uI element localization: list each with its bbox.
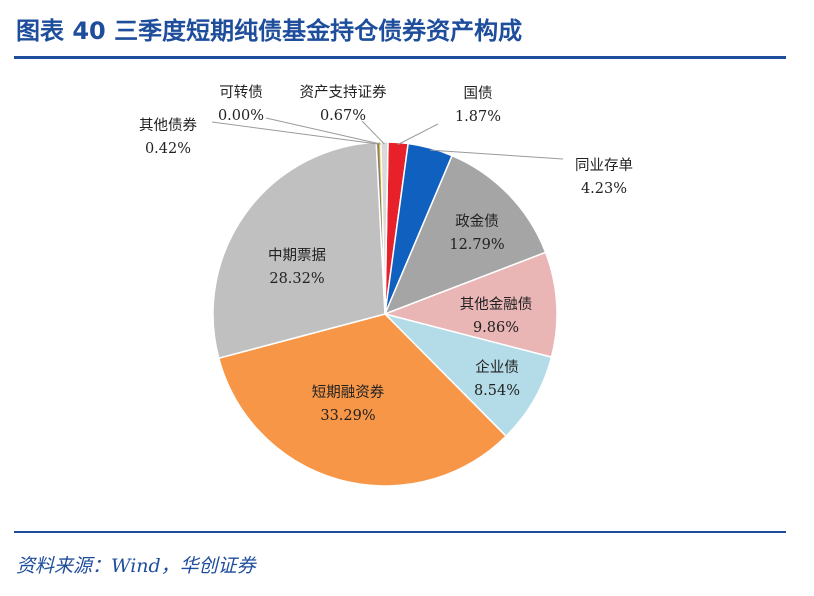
slice-10-name-label: 资产支持证券 [300,84,387,101]
slice-1-leader [397,123,439,145]
slice-7-value-label: 28.32% [269,271,324,287]
slice-9-value-label: 0.00% [218,108,264,124]
slice-7-wedge [212,141,386,360]
slice-5-wedge [382,312,553,438]
slice-2-name-label: 同业存单 [575,157,633,174]
slice-labels: 国债 1.87% 同业存单 4.23% 政金债 12.79% 其他金融债 9.86% 企业债 8.… [139,84,633,424]
pie-chart: 国债 1.87% 同业存单 4.23% 政金债 12.79% 其他金融债 9.86% 企业债 8.… [139,84,633,487]
leader-lines [211,117,564,160]
slice-3-wedge [383,154,547,316]
slice-3-value-label: 12.79% [449,237,504,253]
slice-8-leader [211,121,379,145]
slice-6-wedge [217,313,508,487]
slice-4-name-label: 其他金融债 [460,296,533,313]
slice-2-value-label: 4.23% [581,181,627,197]
slice-9-leader [265,117,381,145]
title-divider [14,56,786,59]
slice-8-name-label: 其他债券 [139,117,197,134]
slice-10-value-label: 0.67% [320,108,366,124]
slice-1-value-label: 1.87% [455,109,501,125]
slice-3-name-label: 政金债 [455,213,499,230]
pie-slices [212,141,558,487]
slice-4-value-label: 9.86% [473,320,519,336]
slice-10-wedge [379,141,389,315]
slice-7-name-label: 中期票据 [268,247,326,264]
figure-title: 图表 40 三季度短期纯债基金持仓债券资产构成 [16,17,523,45]
slice-6-value-label: 33.29% [320,408,375,424]
slice-8-value-label: 0.42% [145,141,191,157]
slice-10-leader [361,120,385,145]
slice-2-leader [429,149,564,160]
slice-5-value-label: 8.54% [474,383,520,399]
slice-9-name-label: 可转债 [219,84,263,101]
slice-4-wedge [382,251,558,359]
source-divider [14,531,786,533]
source-note: 资料来源：Wind，华创证券 [16,555,256,577]
slice-1-name-label: 国债 [464,85,493,102]
slice-6-name-label: 短期融资券 [312,384,385,401]
slice-5-name-label: 企业债 [475,358,519,376]
